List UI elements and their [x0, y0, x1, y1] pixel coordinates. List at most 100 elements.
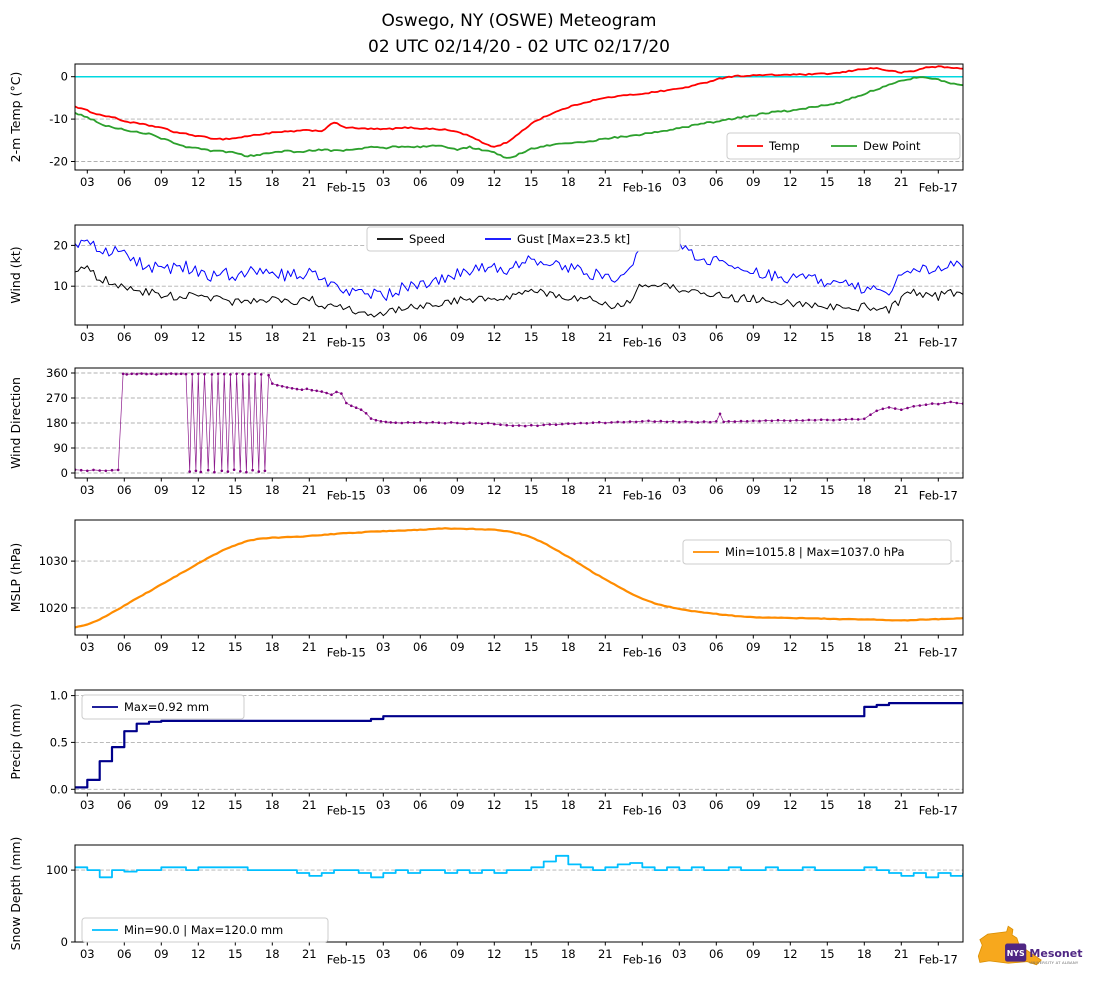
- svg-text:06: 06: [709, 175, 724, 189]
- panel-snow: 100 0 03 06 09 12 15 18 21 Feb-15 03 06 09 12 15 18 21 Fe…: [8, 837, 964, 967]
- svg-text:03: 03: [80, 947, 95, 961]
- legend-box: [682, 539, 952, 565]
- svg-text:15: 15: [524, 483, 539, 497]
- mesonet-subtext: UNIVERSITY AT ALBANY: [1029, 961, 1078, 965]
- svg-text:0: 0: [61, 466, 68, 480]
- svg-text:18: 18: [561, 175, 576, 189]
- svg-text:03: 03: [672, 798, 687, 812]
- svg-text:21: 21: [302, 798, 317, 812]
- svg-text:15: 15: [820, 330, 835, 344]
- svg-text:12: 12: [191, 640, 206, 654]
- svg-text:21: 21: [598, 175, 613, 189]
- svg-text:06: 06: [709, 947, 724, 961]
- svg-text:1.0: 1.0: [50, 689, 68, 703]
- svg-text:09: 09: [746, 175, 761, 189]
- svg-text:18: 18: [857, 640, 872, 654]
- svg-text:06: 06: [117, 330, 132, 344]
- svg-text:12: 12: [487, 175, 502, 189]
- svg-text:12: 12: [191, 175, 206, 189]
- svg-text:10: 10: [53, 279, 68, 293]
- svg-text:03: 03: [672, 640, 687, 654]
- svg-text:12: 12: [783, 483, 798, 497]
- svg-text:09: 09: [450, 798, 465, 812]
- svg-text:Feb-17: Feb-17: [919, 646, 958, 660]
- svg-text:21: 21: [894, 483, 909, 497]
- svg-text:18: 18: [561, 947, 576, 961]
- svg-text:12: 12: [487, 640, 502, 654]
- svg-text:21: 21: [894, 947, 909, 961]
- svg-text:06: 06: [709, 798, 724, 812]
- svg-text:0: 0: [61, 70, 68, 84]
- svg-text:Feb-15: Feb-15: [327, 804, 366, 818]
- svg-text:03: 03: [80, 798, 95, 812]
- svg-text:15: 15: [228, 798, 243, 812]
- svg-text:06: 06: [117, 947, 132, 961]
- svg-text:12: 12: [783, 640, 798, 654]
- y-axis-label: Snow Depth (mm): [8, 837, 23, 951]
- svg-text:12: 12: [487, 330, 502, 344]
- svg-text:Feb-16: Feb-16: [623, 336, 662, 350]
- svg-text:15: 15: [228, 483, 243, 497]
- svg-text:18: 18: [857, 947, 872, 961]
- svg-text:12: 12: [191, 798, 206, 812]
- svg-text:21: 21: [302, 483, 317, 497]
- svg-text:09: 09: [450, 640, 465, 654]
- svg-text:21: 21: [598, 798, 613, 812]
- svg-text:15: 15: [228, 330, 243, 344]
- legend-label: Min=1015.8 | Max=1037.0 hPa: [725, 545, 905, 559]
- series-line: [75, 527, 963, 629]
- svg-text:15: 15: [524, 330, 539, 344]
- svg-text:18: 18: [265, 175, 280, 189]
- series-line: [75, 76, 963, 159]
- nys-mesonet-logo: NYS Mesonet UNIVERSITY AT ALBANY: [972, 915, 1090, 991]
- svg-text:06: 06: [413, 175, 428, 189]
- series-line: [75, 226, 963, 301]
- svg-text:15: 15: [524, 947, 539, 961]
- svg-text:Feb-16: Feb-16: [623, 489, 662, 503]
- svg-text:18: 18: [857, 798, 872, 812]
- svg-text:15: 15: [524, 798, 539, 812]
- svg-text:09: 09: [450, 947, 465, 961]
- svg-text:21: 21: [598, 640, 613, 654]
- svg-text:15: 15: [820, 947, 835, 961]
- svg-text:03: 03: [672, 947, 687, 961]
- svg-text:1030: 1030: [39, 554, 68, 568]
- svg-text:-10: -10: [49, 112, 68, 126]
- svg-text:21: 21: [894, 640, 909, 654]
- legend-label: Max=0.92 mm: [124, 700, 209, 714]
- series-line: [75, 702, 963, 789]
- series-line: [75, 854, 963, 879]
- svg-text:09: 09: [746, 483, 761, 497]
- svg-text:15: 15: [820, 175, 835, 189]
- svg-text:06: 06: [709, 330, 724, 344]
- svg-text:12: 12: [783, 330, 798, 344]
- svg-text:18: 18: [561, 640, 576, 654]
- svg-text:18: 18: [857, 483, 872, 497]
- svg-text:Feb-17: Feb-17: [919, 336, 958, 350]
- svg-text:06: 06: [709, 640, 724, 654]
- svg-text:100: 100: [46, 863, 68, 877]
- svg-text:09: 09: [450, 175, 465, 189]
- svg-text:0.0: 0.0: [50, 782, 68, 796]
- legend-box: [81, 694, 245, 720]
- svg-text:18: 18: [265, 330, 280, 344]
- chart-title: Oswego, NY (OSWE) Meteogram: [381, 11, 657, 31]
- svg-text:03: 03: [80, 483, 95, 497]
- svg-text:21: 21: [302, 640, 317, 654]
- svg-text:06: 06: [413, 483, 428, 497]
- svg-text:21: 21: [302, 330, 317, 344]
- svg-text:12: 12: [191, 947, 206, 961]
- legend-label: Dew Point: [863, 139, 921, 153]
- svg-text:03: 03: [80, 640, 95, 654]
- svg-text:06: 06: [117, 640, 132, 654]
- svg-text:21: 21: [894, 175, 909, 189]
- svg-text:03: 03: [376, 947, 391, 961]
- svg-text:12: 12: [783, 947, 798, 961]
- svg-text:06: 06: [117, 483, 132, 497]
- svg-text:15: 15: [524, 175, 539, 189]
- panel-winddir: 360 270 180 90 0 03 06 09 12 15 18 21 Feb-15 03 06 09 12…: [8, 366, 964, 503]
- nys-badge: [1005, 943, 1027, 962]
- svg-text:12: 12: [487, 483, 502, 497]
- svg-text:Feb-17: Feb-17: [919, 953, 958, 967]
- mesonet-wordmark: Mesonet: [1029, 947, 1082, 960]
